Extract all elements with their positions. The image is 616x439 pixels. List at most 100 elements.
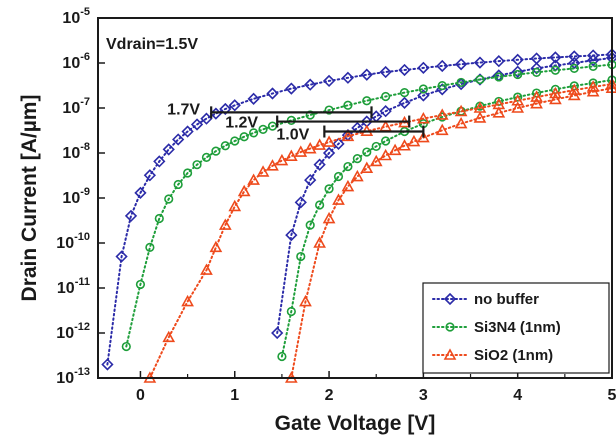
- data-point: [399, 87, 410, 98]
- shift-label: 1.7V: [167, 101, 200, 118]
- data-point: [456, 77, 466, 88]
- x-tick-label: 0: [136, 387, 145, 404]
- x-tick-label: 4: [513, 387, 522, 404]
- data-point: [322, 211, 336, 224]
- data-point: [284, 149, 298, 161]
- shift-label: 1.2V: [225, 115, 258, 132]
- data-point: [190, 118, 204, 131]
- data-point: [164, 194, 174, 204]
- data-point: [379, 105, 392, 118]
- data-point: [286, 115, 296, 126]
- data-point: [341, 129, 355, 142]
- data-point: [247, 92, 260, 105]
- y-tick-label: 10-10: [56, 231, 90, 252]
- data-point: [398, 63, 411, 77]
- data-point: [418, 84, 428, 94]
- data-point: [192, 160, 202, 170]
- data-point: [143, 169, 157, 182]
- data-point: [362, 147, 372, 157]
- data-point: [360, 68, 373, 81]
- data-point: [324, 184, 334, 194]
- data-point: [275, 153, 289, 166]
- data-point: [371, 141, 381, 152]
- data-point: [200, 263, 213, 275]
- data-point: [417, 61, 430, 74]
- legend-label: no buffer: [474, 291, 539, 308]
- data-point: [304, 173, 317, 187]
- data-point: [549, 92, 562, 105]
- data-point: [182, 168, 193, 178]
- legend-label: SiO2 (1nm): [474, 347, 553, 364]
- data-point: [569, 63, 579, 73]
- data-point: [587, 49, 600, 62]
- data-point: [332, 193, 345, 205]
- data-point: [322, 74, 336, 88]
- data-point: [145, 242, 155, 252]
- data-point: [513, 69, 523, 80]
- data-point: [322, 135, 336, 147]
- data-point: [285, 228, 298, 242]
- data-point: [305, 220, 315, 230]
- x-axis-title: Gate Voltage [V]: [275, 412, 436, 435]
- data-point: [530, 96, 543, 109]
- y-tick-label: 10-9: [62, 186, 90, 207]
- data-point: [454, 58, 468, 71]
- data-point: [343, 161, 353, 172]
- data-point: [436, 59, 449, 73]
- legend-label: Si3N4 (1nm): [474, 319, 561, 336]
- data-point: [588, 61, 598, 72]
- data-point: [341, 71, 355, 84]
- data-point: [228, 199, 242, 212]
- data-point: [322, 146, 336, 160]
- data-point: [341, 179, 355, 192]
- data-point: [258, 124, 268, 134]
- data-point: [379, 65, 392, 79]
- data-point: [200, 112, 213, 125]
- data-point: [154, 213, 164, 224]
- data-point: [360, 161, 374, 173]
- data-point: [315, 200, 325, 210]
- data-point: [531, 67, 542, 77]
- data-point: [134, 186, 147, 200]
- data-point: [266, 87, 279, 100]
- data-point: [219, 102, 232, 116]
- data-point: [435, 108, 449, 120]
- data-point: [362, 96, 372, 106]
- series-circle: [121, 60, 616, 362]
- data-point: [121, 341, 131, 352]
- data-point: [511, 94, 525, 106]
- data-point: [475, 74, 485, 85]
- data-point: [220, 141, 230, 151]
- axis-layer: 0 1 2 3 4 5 10-13 10-12 10-11 10-10 10-9 10-8 10-7 10…: [56, 6, 616, 404]
- data-point: [398, 96, 411, 110]
- data-point: [313, 138, 326, 150]
- data-point: [437, 80, 447, 91]
- data-point: [172, 133, 185, 146]
- data-point: [568, 50, 581, 63]
- x-tick-label: 2: [325, 387, 334, 404]
- data-point: [494, 72, 504, 82]
- annotation-layer: 1.7V 1.2V 1.0V: [167, 101, 425, 144]
- data-point: [247, 173, 260, 185]
- data-point: [303, 141, 317, 154]
- data-point: [181, 294, 194, 307]
- data-point: [492, 55, 505, 68]
- data-point: [218, 218, 232, 230]
- data-point: [492, 106, 506, 118]
- shift-label: 1.0V: [276, 127, 309, 144]
- data-point: [299, 294, 312, 307]
- data-point: [443, 348, 457, 360]
- data-point: [313, 236, 326, 248]
- y-tick-label: 10-12: [56, 321, 90, 342]
- vdrain-annotation: Vdrain=1.5V: [106, 36, 198, 53]
- data-point: [237, 184, 251, 197]
- data-point: [567, 88, 581, 101]
- data-point: [135, 279, 146, 290]
- data-point: [381, 136, 391, 146]
- data-point: [511, 53, 524, 66]
- data-point: [266, 159, 279, 171]
- y-axis-title: Drain Current [A/µm]: [18, 95, 41, 302]
- data-point: [305, 110, 315, 120]
- data-point: [435, 123, 449, 136]
